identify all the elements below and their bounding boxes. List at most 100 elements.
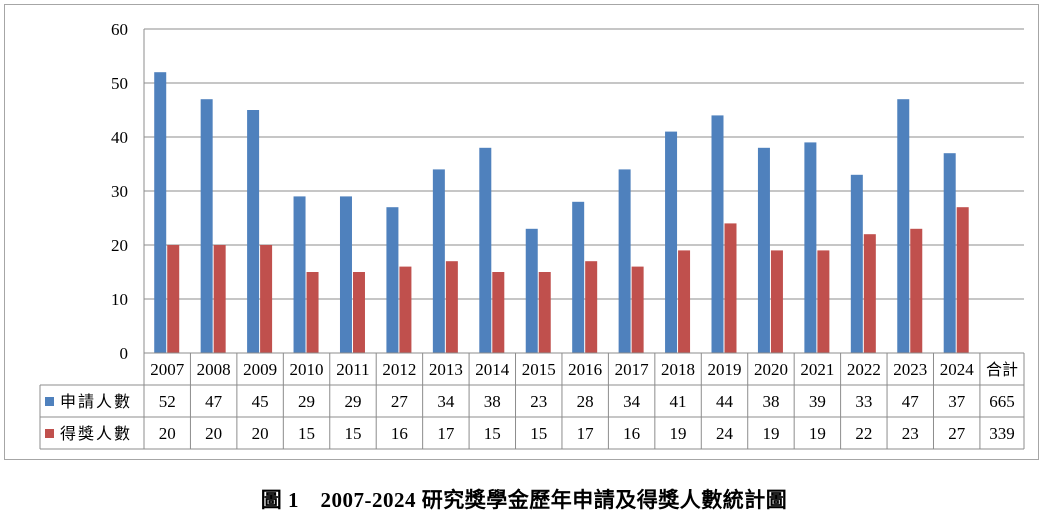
figure-caption: 圖 1 2007-2024 研究獎學金歷年申請及得獎人數統計圖 bbox=[260, 488, 788, 512]
x-tick-label: 2020 bbox=[754, 360, 788, 379]
table-cell-value: 27 bbox=[948, 424, 966, 443]
table-cell-value: 19 bbox=[809, 424, 826, 443]
bar-awardees bbox=[445, 261, 458, 353]
x-tick-label: 2008 bbox=[197, 360, 231, 379]
x-tick-label: 2021 bbox=[800, 360, 834, 379]
table-cell-value: 16 bbox=[391, 424, 408, 443]
x-tick-label: 2019 bbox=[708, 360, 742, 379]
bar-awardees bbox=[817, 250, 830, 353]
legend-label: 申請人數 bbox=[60, 393, 132, 411]
table-cell-value: 52 bbox=[159, 392, 176, 411]
table-cell-value: 16 bbox=[623, 424, 640, 443]
y-tick-label: 10 bbox=[111, 290, 128, 309]
bar-awardees bbox=[352, 272, 365, 353]
bar-applicants bbox=[618, 169, 631, 353]
x-tick-label: 2011 bbox=[336, 360, 369, 379]
bar-awardees bbox=[492, 272, 505, 353]
table-cell-value: 20 bbox=[159, 424, 176, 443]
bar-awardees bbox=[724, 223, 737, 353]
bar-awardees bbox=[585, 261, 598, 353]
bar-applicants bbox=[665, 131, 678, 353]
bar-awardees bbox=[863, 234, 876, 353]
table-cell-value: 38 bbox=[484, 392, 501, 411]
bar-applicants bbox=[339, 196, 352, 353]
bar-applicants bbox=[154, 72, 167, 353]
bar-applicants bbox=[711, 115, 724, 354]
bar-applicants bbox=[757, 147, 770, 353]
x-tick-label: 2018 bbox=[661, 360, 695, 379]
bar-applicants bbox=[247, 110, 260, 353]
bar-applicants bbox=[525, 228, 538, 353]
legend-label: 得獎人數 bbox=[60, 425, 132, 443]
bar-applicants bbox=[943, 153, 956, 353]
bar-applicants bbox=[200, 99, 213, 353]
x-tick-label: 2017 bbox=[615, 360, 650, 379]
table-cell-value: 29 bbox=[344, 392, 361, 411]
table-cell-value: 38 bbox=[762, 392, 779, 411]
y-tick-label: 0 bbox=[120, 344, 129, 363]
chart-frame bbox=[4, 4, 1039, 460]
bar-applicants bbox=[386, 207, 399, 353]
y-tick-label: 20 bbox=[111, 236, 128, 255]
table-cell-value: 20 bbox=[205, 424, 222, 443]
table-cell-value: 45 bbox=[252, 392, 269, 411]
x-tick-label: 2015 bbox=[522, 360, 556, 379]
table-cell-value: 17 bbox=[577, 424, 595, 443]
table-cell-total: 339 bbox=[989, 424, 1015, 443]
bar-awardees bbox=[770, 250, 783, 353]
table-cell-value: 28 bbox=[577, 392, 594, 411]
table-cell-value: 29 bbox=[298, 392, 315, 411]
legend-swatch bbox=[45, 429, 54, 438]
table-cell-value: 41 bbox=[670, 392, 687, 411]
bar-applicants bbox=[293, 196, 306, 353]
total-column-header: 合計 bbox=[986, 361, 1018, 379]
x-tick-label: 2023 bbox=[893, 360, 927, 379]
x-tick-label: 2024 bbox=[940, 360, 975, 379]
bar-applicants bbox=[572, 201, 585, 353]
bar-awardees bbox=[213, 245, 226, 353]
table-cell-value: 39 bbox=[809, 392, 826, 411]
table-cell-value: 19 bbox=[762, 424, 779, 443]
table-cell-value: 15 bbox=[530, 424, 547, 443]
table-cell-value: 15 bbox=[344, 424, 361, 443]
table-cell-total: 665 bbox=[989, 392, 1015, 411]
bar-awardees bbox=[260, 245, 273, 353]
table-cell-value: 47 bbox=[902, 392, 920, 411]
y-tick-label: 40 bbox=[111, 128, 128, 147]
bar-awardees bbox=[306, 272, 319, 353]
x-tick-label: 2010 bbox=[290, 360, 324, 379]
table-cell-value: 22 bbox=[855, 424, 872, 443]
x-tick-label: 2009 bbox=[243, 360, 277, 379]
bar-awardees bbox=[678, 250, 691, 353]
bar-awardees bbox=[910, 228, 923, 353]
bar-awardees bbox=[538, 272, 551, 353]
bar-awardees bbox=[399, 266, 412, 353]
table-cell-value: 27 bbox=[391, 392, 409, 411]
y-tick-label: 50 bbox=[111, 74, 128, 93]
table-cell-value: 23 bbox=[902, 424, 919, 443]
x-tick-label: 2014 bbox=[475, 360, 510, 379]
x-tick-label: 2016 bbox=[568, 360, 602, 379]
x-tick-label: 2013 bbox=[429, 360, 463, 379]
bar-applicants bbox=[804, 142, 817, 353]
table-cell-value: 17 bbox=[437, 424, 455, 443]
table-cell-value: 34 bbox=[623, 392, 641, 411]
bar-awardees bbox=[956, 207, 969, 353]
x-tick-label: 2007 bbox=[150, 360, 185, 379]
table-cell-value: 33 bbox=[855, 392, 872, 411]
table-cell-value: 19 bbox=[670, 424, 687, 443]
bar-awardees bbox=[631, 266, 644, 353]
table-cell-value: 15 bbox=[484, 424, 501, 443]
table-cell-value: 24 bbox=[716, 424, 734, 443]
legend-swatch bbox=[45, 397, 54, 406]
y-tick-label: 60 bbox=[111, 20, 128, 39]
bar-applicants bbox=[432, 169, 445, 353]
table-cell-value: 47 bbox=[205, 392, 223, 411]
table-cell-value: 20 bbox=[252, 424, 269, 443]
y-tick-label: 30 bbox=[111, 182, 128, 201]
bar-applicants bbox=[850, 174, 863, 353]
bar-applicants bbox=[897, 99, 910, 353]
x-tick-label: 2012 bbox=[382, 360, 416, 379]
table-cell-value: 44 bbox=[716, 392, 734, 411]
